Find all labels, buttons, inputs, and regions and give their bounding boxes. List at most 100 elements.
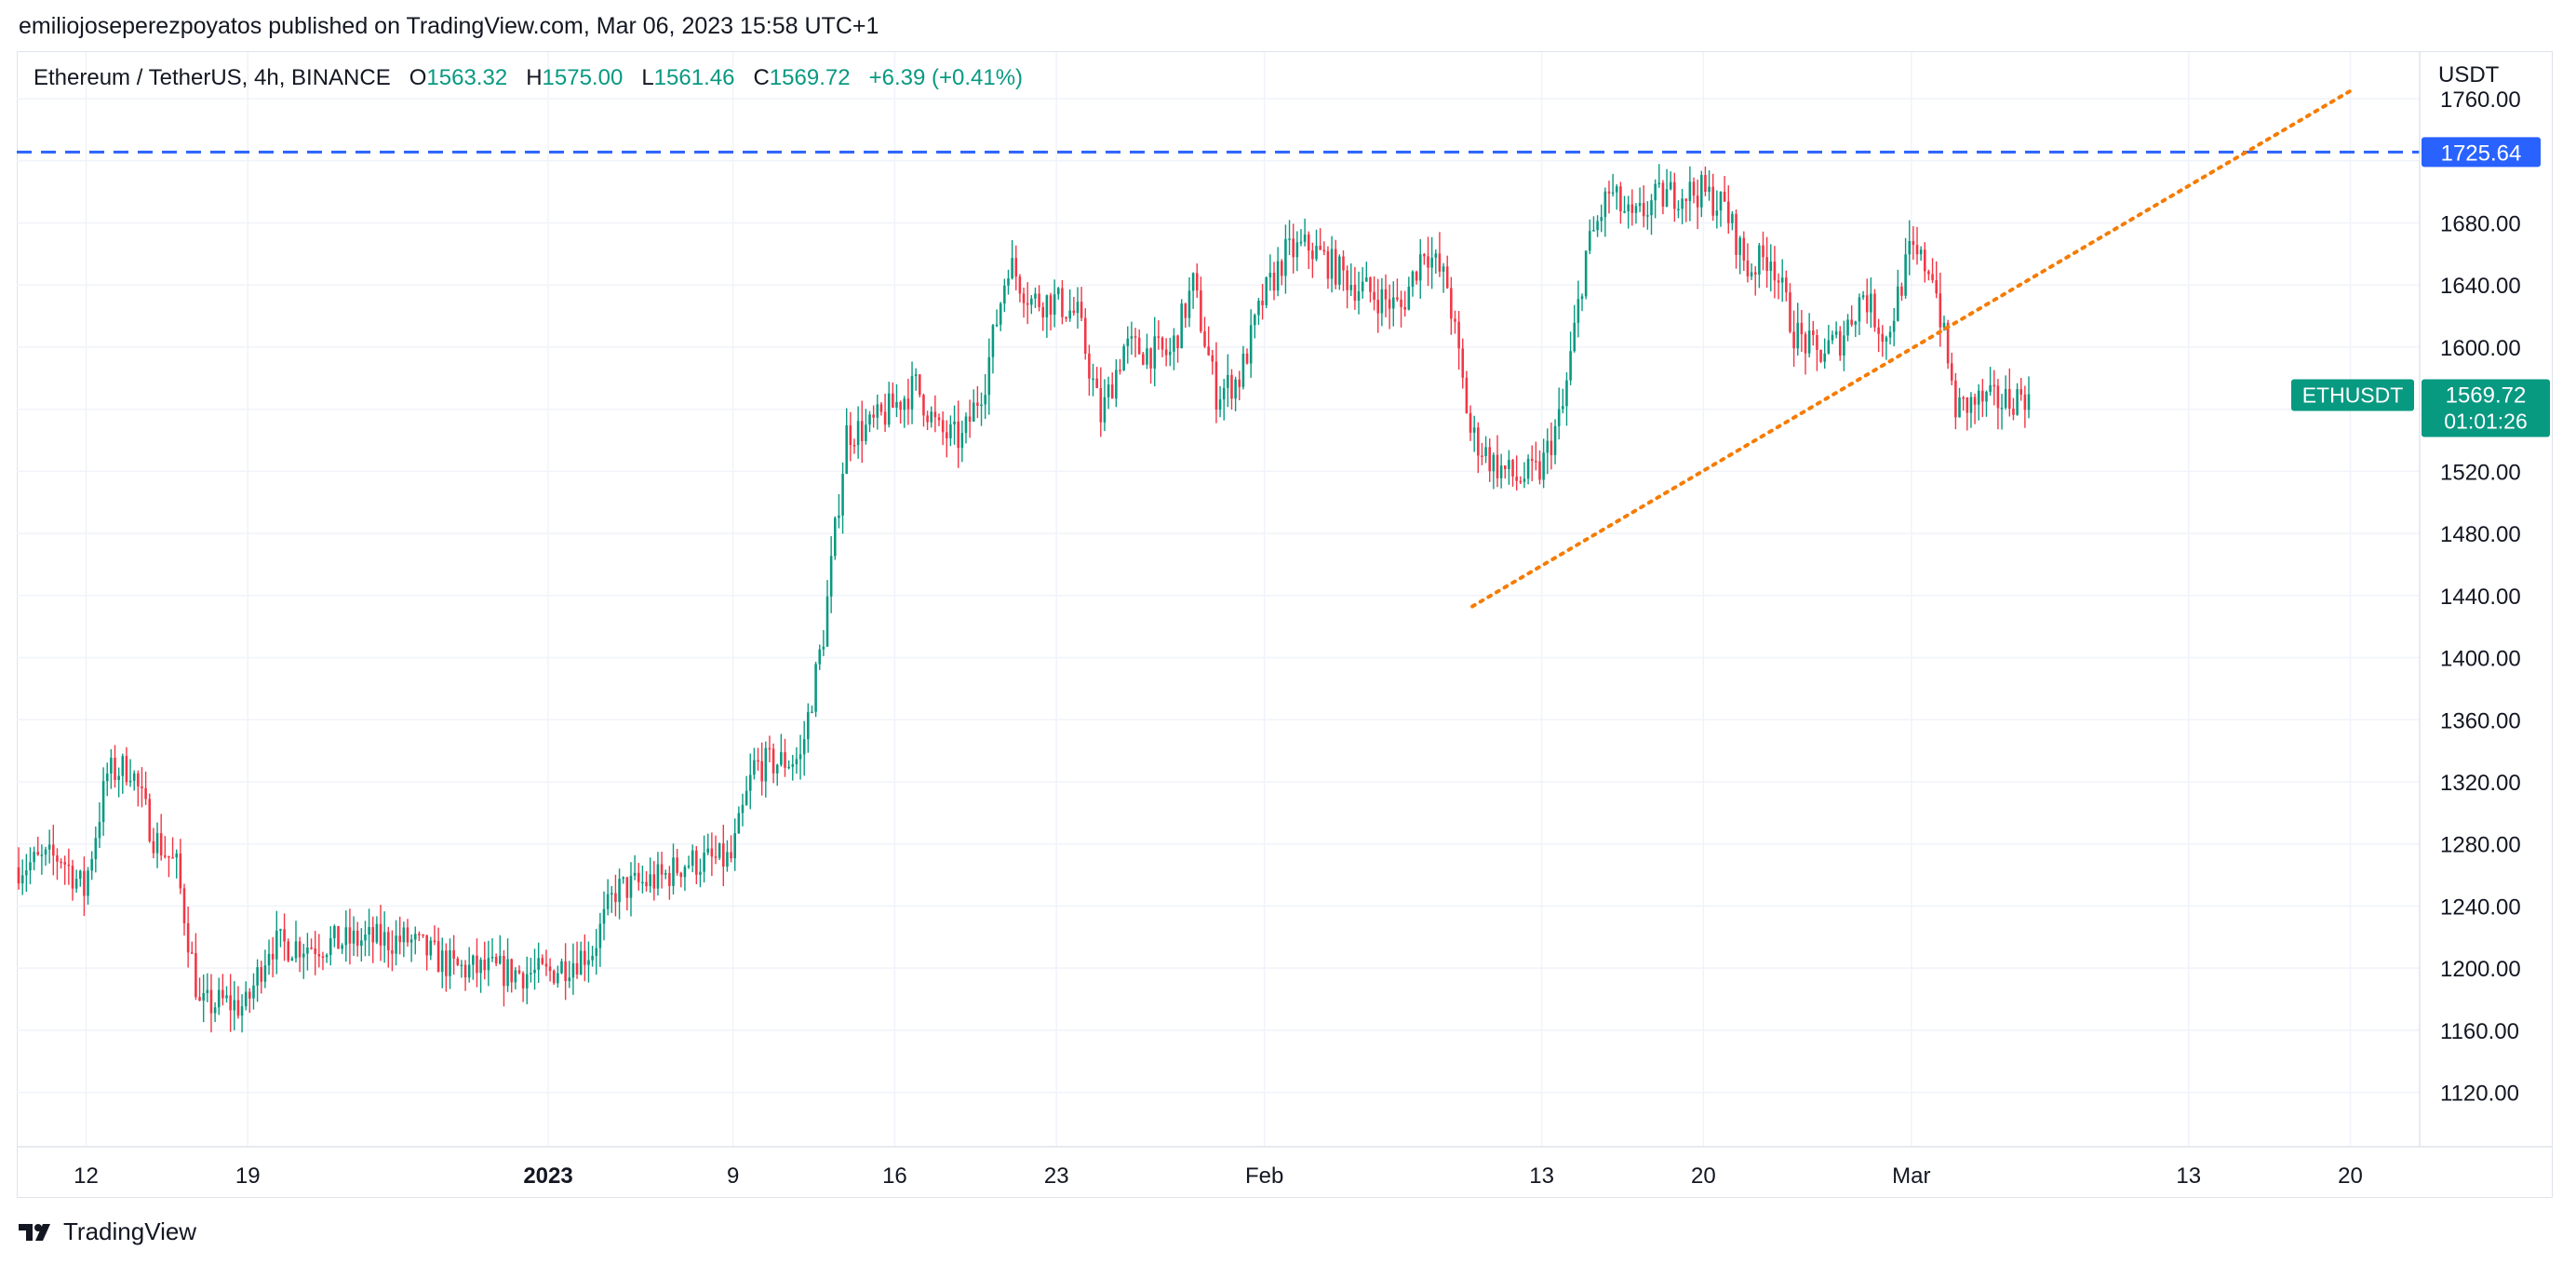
x-tick-label: 13 [1529, 1163, 1554, 1189]
candle-body [745, 790, 748, 805]
candle-body [656, 864, 660, 889]
candle-body [530, 973, 532, 975]
candle-body [78, 870, 82, 880]
candle-body [429, 940, 433, 956]
candle-body [1657, 182, 1661, 184]
candle-body [1465, 377, 1469, 413]
candle-body [198, 997, 201, 1001]
candle-body [25, 870, 28, 876]
candle-body [356, 930, 359, 947]
candle-body [1076, 302, 1080, 314]
tradingview-brand[interactable]: TradingView [19, 1217, 196, 1246]
candle-body [1218, 399, 1222, 410]
candle-body [1391, 297, 1395, 309]
candle-body [83, 870, 86, 896]
candle-body [2012, 409, 2015, 415]
candle-body [2016, 389, 2019, 415]
candle-body [152, 840, 155, 854]
candle-body [1942, 322, 1946, 328]
candle-body [649, 874, 651, 887]
candle-body [876, 404, 879, 418]
candle-body [1704, 175, 1707, 193]
candle-body [622, 877, 624, 880]
candle-body [784, 752, 786, 768]
candle-body [1819, 349, 1822, 362]
candle-body [413, 934, 417, 940]
candle-body [1900, 286, 1903, 296]
candle-body [144, 787, 147, 800]
candle-body [883, 411, 887, 425]
candle-body [164, 855, 167, 857]
candle-body [910, 376, 914, 410]
candle-body [587, 960, 590, 965]
candle-body [521, 973, 525, 988]
candle-body [1157, 336, 1161, 338]
candle-body [991, 325, 995, 357]
candle-body [379, 923, 382, 946]
candle-body [1873, 293, 1876, 328]
candle-body [1384, 289, 1388, 300]
candle-body [2023, 394, 2027, 410]
trendline [1470, 88, 2353, 609]
candle-body [822, 646, 825, 650]
candle-body [1292, 238, 1295, 258]
candle-body [1946, 322, 1950, 364]
legend-symbol: Ethereum / TetherUS, 4h, BINANCE [34, 65, 391, 90]
candle-body [487, 958, 490, 971]
candle-body [1950, 363, 1953, 381]
y-tick-label: 1280.00 [2440, 833, 2521, 858]
candle-body [1307, 234, 1310, 251]
candle-body [263, 965, 267, 982]
candle-body [1088, 353, 1091, 379]
candle-body [298, 941, 302, 958]
candle-body [1515, 476, 1518, 481]
candle-body [260, 967, 263, 982]
candle-body [571, 962, 575, 978]
candle-body [1214, 361, 1218, 410]
candle-body [267, 953, 271, 966]
candle-body [652, 874, 656, 889]
candle-body [1411, 271, 1415, 288]
candle-body [155, 833, 159, 854]
candle-body [1669, 182, 1672, 190]
candle-body [1858, 297, 1861, 322]
candle-body [290, 958, 294, 961]
candle-body [899, 401, 902, 410]
candle-body [275, 930, 278, 960]
candle-body [548, 966, 552, 971]
candle-body [1164, 349, 1168, 356]
candle-body [217, 989, 221, 1008]
candle-body [668, 873, 671, 886]
candle-body [664, 873, 667, 875]
candle-body [795, 759, 798, 765]
candle-body [722, 843, 725, 867]
candle-body [1565, 380, 1568, 407]
candle-body [344, 927, 348, 946]
candle-body [1434, 253, 1438, 258]
candle-body [1569, 351, 1572, 381]
candle-body [533, 969, 536, 974]
grid-lines [17, 52, 2420, 1147]
candle-body [1257, 301, 1260, 316]
y-tick-label: 1360.00 [2440, 708, 2521, 733]
candle-body [780, 752, 783, 765]
candle-body [1492, 454, 1496, 472]
candle-body [1503, 465, 1507, 470]
candle-body [976, 402, 979, 407]
candle-body [329, 938, 332, 955]
candle-body [1792, 331, 1795, 349]
candle-body [33, 852, 35, 863]
candle-body [1311, 250, 1314, 260]
candle-body [456, 958, 460, 965]
candle-body [132, 773, 136, 781]
candle-body [306, 947, 309, 954]
candle-body [213, 1007, 217, 1014]
candle-body [768, 747, 771, 750]
candle-body [74, 879, 78, 889]
candle-body [325, 954, 329, 958]
candle-body [1276, 261, 1280, 291]
candle-body [90, 859, 93, 871]
candle-body [641, 881, 644, 884]
y-tick-label: 1640.00 [2440, 274, 2521, 299]
